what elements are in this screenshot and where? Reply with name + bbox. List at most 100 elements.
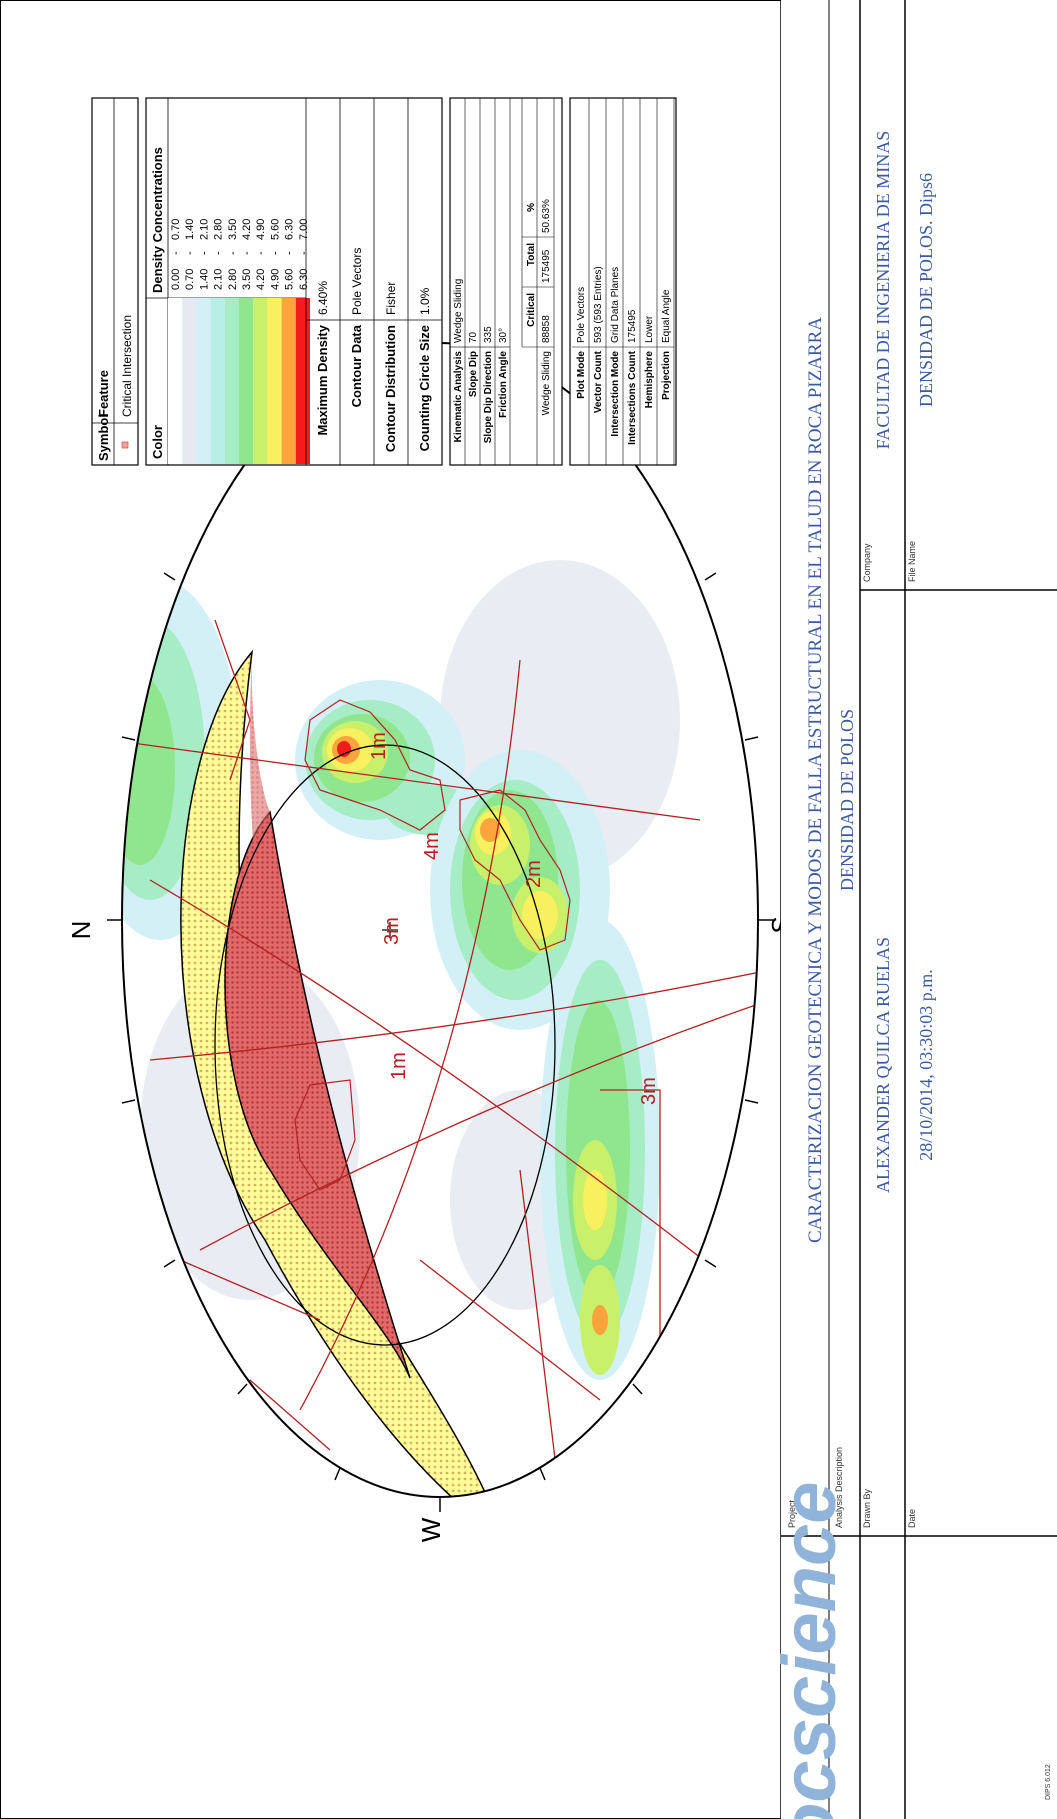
file-name: DENSIDAD DE POLOS. Dips6 bbox=[916, 173, 936, 407]
density-to: 2.10 bbox=[198, 219, 210, 240]
critical-intersection-label: Critical Intersection bbox=[120, 315, 134, 417]
density-swatch bbox=[196, 298, 211, 464]
density-outline bbox=[459, 789, 571, 951]
density-from: 4.20 bbox=[255, 269, 267, 290]
info-label: Contour Distribution bbox=[383, 325, 398, 452]
company-label: Company bbox=[862, 543, 872, 582]
result-label: Wedge Sliding bbox=[541, 351, 552, 415]
date-label: Date bbox=[907, 1509, 917, 1528]
density-swatch bbox=[224, 298, 240, 464]
info-value: 1.0% bbox=[418, 287, 432, 315]
plot-info-label: Vector Count bbox=[593, 350, 604, 413]
density-from: 0.70 bbox=[184, 269, 196, 290]
info-value: Pole Vectors bbox=[350, 248, 364, 315]
great-circle bbox=[122, 739, 701, 821]
color-header: Color bbox=[150, 425, 165, 459]
great-circle bbox=[149, 879, 758, 1321]
kinematic-label: Kinematic Analysis bbox=[453, 351, 464, 443]
density-to: 7.00 bbox=[298, 219, 310, 240]
density-to: 6.30 bbox=[284, 219, 296, 240]
density-from: 3.50 bbox=[241, 269, 253, 290]
density-to: 2.80 bbox=[213, 219, 225, 240]
plot-info-label: Hemisphere bbox=[644, 351, 655, 409]
density-from: 4.90 bbox=[269, 269, 281, 290]
plot-info-value: 175495 bbox=[627, 309, 638, 343]
great-circle bbox=[179, 1259, 321, 1321]
set-label: 2m bbox=[523, 860, 545, 888]
drawn-by-label: Drawn By bbox=[862, 1488, 872, 1528]
density-to: 1.40 bbox=[184, 219, 196, 240]
stereonet: N S E W 1m 2m 3m 4m 1m 3m bbox=[66, 311, 796, 1542]
plot-info-rows: Plot Mode Pole Vectors Vector Count 593 (59… bbox=[572, 98, 675, 465]
info-label: Maximum Density bbox=[315, 324, 330, 435]
density-dash: - bbox=[298, 251, 310, 255]
kinematic-result: Critical Total% Wedge Sliding 88858 175495 50… bbox=[521, 98, 555, 465]
file-name-label: File Name bbox=[907, 541, 917, 582]
density-from: 6.30 bbox=[298, 269, 310, 290]
density-from: 2.10 bbox=[213, 269, 225, 290]
result-critical: 88858 bbox=[541, 315, 552, 343]
kinematic-label: Slope Dip bbox=[468, 351, 479, 397]
set-label: 3m bbox=[381, 917, 403, 945]
density-dash: - bbox=[241, 251, 253, 255]
project-label: Project bbox=[787, 1499, 797, 1528]
density-swatch bbox=[267, 298, 282, 464]
density-header: Density Concentrations bbox=[150, 147, 165, 293]
density-to: 5.60 bbox=[269, 219, 281, 240]
analysis-description: DENSIDAD DE POLOS bbox=[837, 709, 857, 891]
density-dash: - bbox=[213, 251, 225, 255]
result-pct: 50.63% bbox=[541, 199, 552, 233]
kinematic-value: 30° bbox=[498, 328, 509, 343]
info-label: Counting Circle Size bbox=[417, 325, 432, 451]
friction-cone bbox=[214, 744, 556, 1346]
legend-feature-header: Feature bbox=[96, 370, 111, 417]
density-dash: - bbox=[198, 251, 210, 255]
company: FACULTAD DE INGENIERIA DE MINAS bbox=[873, 131, 893, 450]
density-swatch bbox=[239, 298, 254, 464]
plot-info-value: 593 (593 Entries) bbox=[593, 266, 604, 343]
density-from: 0.00 bbox=[170, 269, 182, 290]
info-value: 6.40% bbox=[316, 281, 330, 315]
logo-text: rocscience bbox=[767, 1481, 852, 1819]
plot-info-label: Plot Mode bbox=[576, 351, 587, 399]
kinematic-value: Wedge Sliding bbox=[453, 279, 464, 343]
density-dash: - bbox=[284, 251, 296, 255]
total-header: Total bbox=[526, 243, 537, 266]
north-label: N bbox=[66, 921, 96, 940]
density-info-rows: Maximum Density 6.40% Contour Data Pole Vec… bbox=[305, 98, 442, 465]
info-label: Contour Data bbox=[349, 324, 364, 407]
date: 28/10/2014, 03:30:03 p.m. bbox=[916, 969, 936, 1161]
set-label: 1m bbox=[388, 1052, 410, 1080]
density-swatch bbox=[210, 298, 225, 464]
plot-info-label: Intersections Count bbox=[627, 350, 638, 445]
density-swatch bbox=[253, 298, 268, 464]
density-from: 5.60 bbox=[284, 269, 296, 290]
plot-info-label: Intersection Mode bbox=[610, 351, 621, 437]
pct-header: % bbox=[526, 203, 537, 212]
west-label: W bbox=[416, 1517, 446, 1542]
great-circle bbox=[519, 1169, 561, 1497]
project-title: CARACTERIZACION GEOTECNICA Y MODOS DE FA… bbox=[805, 317, 826, 1243]
density-from: 1.40 bbox=[198, 269, 210, 290]
density-rows: 0.00 - 0.70 0.70 - 1.40 1.40 - 2.10 2.10 - 2.80 2.80… bbox=[168, 219, 311, 464]
great-circle bbox=[249, 1379, 331, 1451]
great-circle bbox=[214, 619, 251, 781]
great-circle bbox=[419, 1259, 601, 1401]
density-to: 3.50 bbox=[227, 219, 239, 240]
density-contour bbox=[583, 1170, 607, 1230]
title-block: Project CARACTERIZACION GEOTECNICA Y MOD… bbox=[767, 0, 1057, 1819]
density-swatch bbox=[168, 298, 183, 464]
set-label: 3m bbox=[638, 1077, 660, 1105]
density-contour bbox=[522, 891, 558, 939]
kinematic-value: 335 bbox=[483, 326, 494, 343]
density-dash: - bbox=[170, 251, 182, 255]
density-peak bbox=[592, 1305, 608, 1335]
density-dash: - bbox=[269, 251, 281, 255]
critical-zone-edge bbox=[249, 652, 340, 1250]
legend-panel: Symbol Feature Critical Intersection Col… bbox=[91, 97, 677, 466]
kinematic-label: Slope Dip Direction bbox=[483, 351, 494, 443]
density-swatch bbox=[281, 298, 296, 464]
set-label: 4m bbox=[421, 832, 443, 860]
density-swatch bbox=[295, 298, 311, 464]
info-value: Fisher bbox=[384, 282, 398, 315]
